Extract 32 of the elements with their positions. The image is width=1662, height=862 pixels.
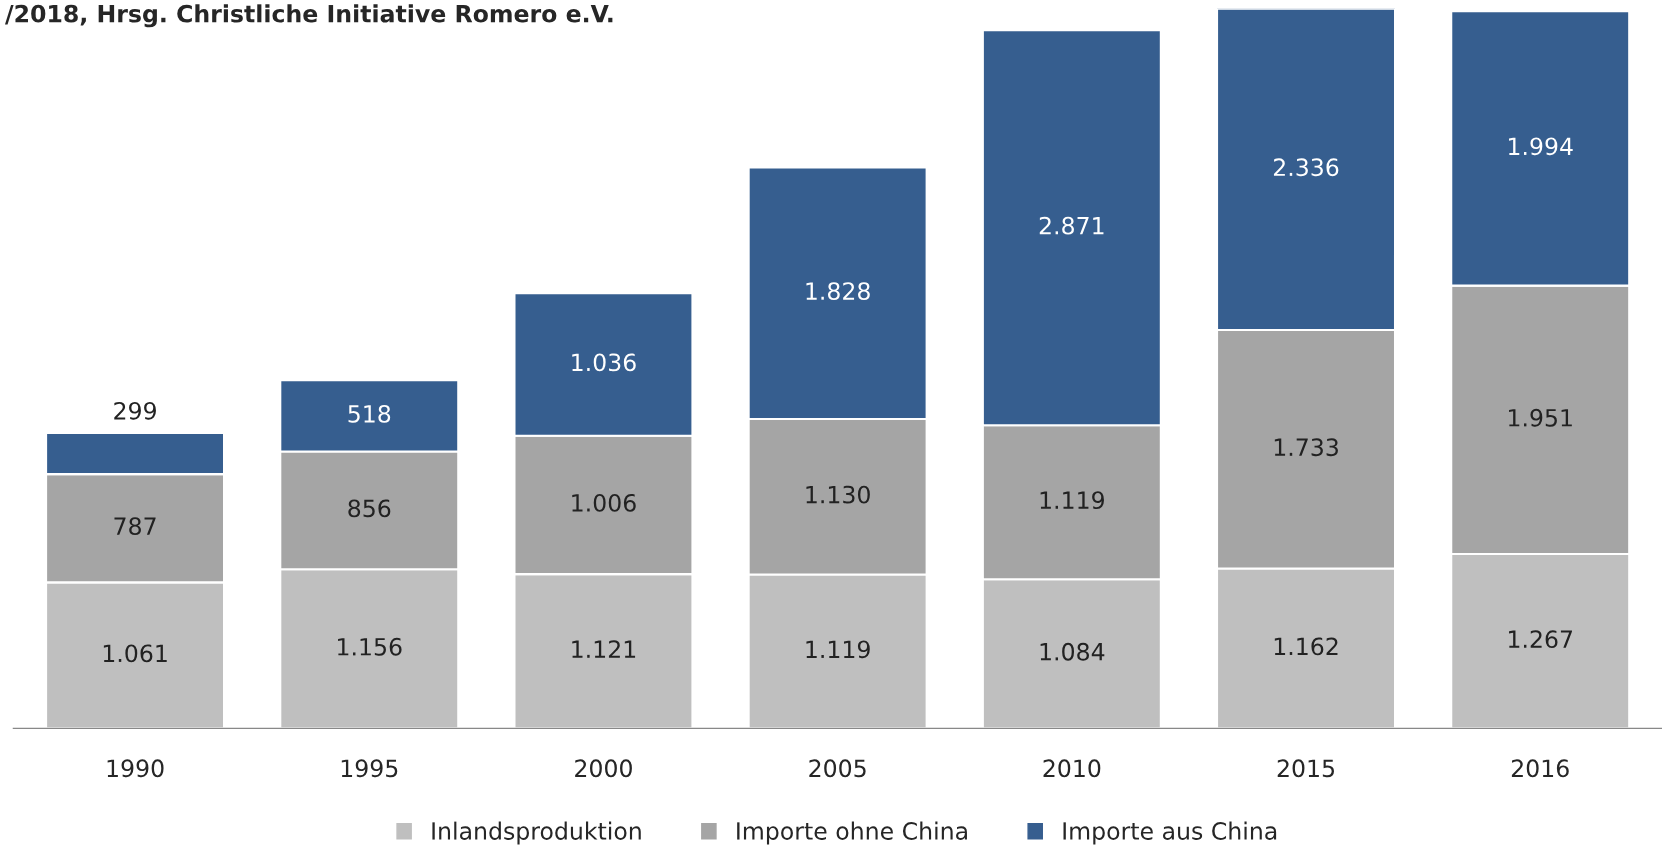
data-label: 1.994 xyxy=(1509,137,1573,156)
data-label: 1.119 xyxy=(1040,491,1104,510)
legend-label: Inlandsproduktion xyxy=(432,821,641,845)
x-tick-label: 2005 xyxy=(809,759,866,778)
data-label: 1.036 xyxy=(572,353,636,372)
data-label: 2.871 xyxy=(1039,216,1104,235)
x-tick-label: 2000 xyxy=(575,759,632,778)
legend-label: Importe aus China xyxy=(1063,821,1277,845)
data-label: 787 xyxy=(114,517,156,536)
annotation: /2018, Hrsg. Christliche Initiative Romero e.V. xyxy=(4,4,613,28)
data-label: 1.130 xyxy=(806,485,870,504)
data-label: 1.156 xyxy=(338,637,402,656)
x-tick-label: 2010 xyxy=(1043,759,1101,778)
data-label: 1.084 xyxy=(1040,642,1105,661)
x-tick-label: 1995 xyxy=(341,759,398,778)
data-label: 1.121 xyxy=(572,640,636,658)
data-label: 2.336 xyxy=(1273,158,1339,177)
data-label: 856 xyxy=(348,499,391,518)
data-label: 1.162 xyxy=(1274,637,1338,656)
data-label: 1.006 xyxy=(572,493,636,512)
x-tick-label: 2016 xyxy=(1511,759,1569,778)
x-tick-label: 2015 xyxy=(1277,759,1335,778)
data-label: 1.267 xyxy=(1509,630,1572,649)
data-label: 1.061 xyxy=(103,644,167,663)
data-label: 1.119 xyxy=(806,640,870,659)
data-label: 518 xyxy=(348,404,391,423)
data-label: 1.733 xyxy=(1274,438,1338,457)
data-label: 299 xyxy=(114,401,156,420)
data-label: 1.951 xyxy=(1509,408,1572,427)
x-tick-label: 1990 xyxy=(107,759,164,778)
legend-label: Importe ohne China xyxy=(737,821,967,845)
data-label: 1.828 xyxy=(806,282,870,301)
